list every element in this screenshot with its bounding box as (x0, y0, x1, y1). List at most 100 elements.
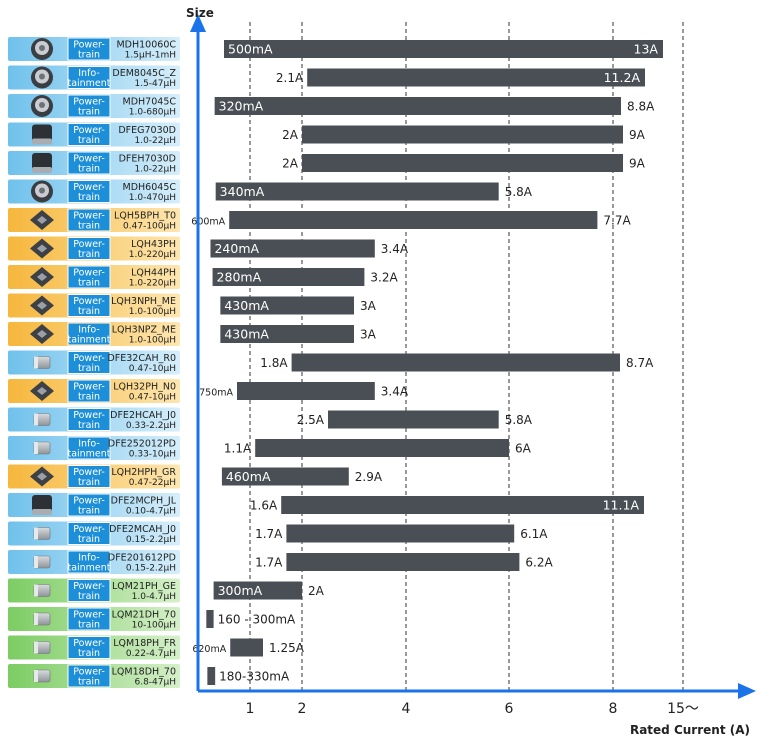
application-tag-line1: Info- (78, 325, 100, 336)
application-tag (67, 37, 111, 61)
application-tag-line1: Power- (73, 524, 105, 535)
chip-terminal (34, 584, 38, 597)
inductor-top (37, 301, 47, 310)
application-tag-line1: Power- (73, 467, 105, 478)
part-number: DFE2HCAH_J0 (110, 410, 176, 421)
max-current-label: 13A (634, 42, 659, 57)
part-number: LQM18PH_FR (113, 638, 176, 649)
max-current-label: 6.2A (525, 556, 553, 570)
chip-terminal (34, 356, 38, 369)
range-bar (213, 581, 302, 600)
chip-terminal (34, 556, 38, 568)
application-tag (67, 550, 111, 574)
part-number: DFEG7030D (118, 125, 176, 136)
chart-row: Power-train LQH5BPH_T00.47-100μH 600mA 7.7A (8, 208, 631, 232)
min-current-label: 340mA (220, 184, 265, 199)
application-tag-line1: Power- (73, 40, 105, 51)
x-axis-arrow (738, 683, 756, 699)
max-current-label: 5.8A (505, 185, 533, 199)
min-current-label: 1.6A (250, 499, 278, 513)
inductance-range: 0.47-10μH (129, 364, 176, 374)
inductance-range: 0.10-4.7μH (126, 507, 176, 517)
application-tag-line2: tainment (67, 335, 110, 346)
inductor-terminal (32, 167, 52, 173)
application-tag (67, 123, 111, 146)
part-number: LQH43PH (131, 239, 176, 250)
application-tag (67, 180, 111, 203)
part-number: DFE201612PD (108, 553, 176, 564)
application-tag-line1: Power- (73, 239, 105, 250)
x-tick-label: 8 (609, 701, 618, 717)
application-tag-line1: Power- (73, 638, 105, 649)
max-current-label: 8.8A (627, 100, 655, 114)
application-tag-line2: train (78, 392, 100, 403)
application-tag-line1: Power- (73, 382, 105, 393)
chip-terminal (34, 442, 38, 454)
x-tick-label: 2 (298, 701, 307, 717)
part-number: LQM21PH_GE (112, 581, 176, 592)
application-tag-line2: train (78, 620, 100, 631)
chart-row: Power-train LQH32PH_N00.47-10μH 750mA 3.4A (8, 379, 409, 403)
application-tag-line2: train (78, 249, 100, 260)
application-tag-line2: train (78, 164, 100, 175)
application-tag-line1: Power- (73, 97, 105, 108)
application-tag (67, 408, 111, 431)
application-tag-line1: Power- (73, 154, 105, 165)
inductance-range: 1.5μH-1mH (125, 51, 176, 61)
part-number: LQH5BPH_T0 (114, 211, 176, 222)
part-number: LQH3NPZ_ME (112, 325, 176, 336)
max-current-label: 11.2A (604, 70, 641, 85)
chart-row: Power-train DFE2HCAH_J00.33-2.2μH 2.5A 5.8A (8, 407, 533, 432)
application-tag-line1: Power- (73, 667, 105, 678)
chart-row: Power-train DFE2MCAH_J00.15-2.2μH 1.7A 6.1A (8, 521, 548, 546)
inductance-range: 0.47-10μH (129, 393, 176, 403)
range-bar (230, 638, 263, 657)
part-number: MDH10060C (116, 40, 176, 51)
application-tag-line2: train (78, 534, 100, 545)
application-tag (67, 351, 111, 374)
chart-row: Power-train DFE2MCPH_JL0.10-4.7μH 1.6A 11.1… (8, 493, 644, 517)
range-bar (220, 296, 354, 315)
inductor-center (39, 45, 45, 51)
max-current-label: 9A (629, 157, 646, 171)
application-tag (67, 66, 111, 89)
min-current-label: 2.1A (276, 71, 304, 85)
min-current-label: 750mA (199, 388, 233, 399)
application-tag-line1: Info- (78, 68, 100, 79)
application-tag-line1: Power- (73, 610, 105, 621)
max-current-label: 3A (360, 299, 377, 313)
inductor-top (37, 330, 47, 338)
inductor-center (39, 73, 45, 80)
min-current-label: 620mA (192, 644, 226, 655)
x-tick-label: 6 (505, 701, 514, 717)
inductance-range: 0.33-2.2μH (126, 421, 176, 431)
inductor-top (37, 216, 47, 224)
application-tag-line1: Power- (73, 581, 105, 592)
min-current-label: 2A (282, 157, 299, 171)
y-axis-arrow (190, 14, 206, 32)
inductor-center (39, 187, 45, 194)
application-tag-line2: train (78, 420, 100, 431)
inductance-range: 1.0-22μH (134, 165, 176, 175)
max-current-label: 1.25A (269, 641, 305, 655)
application-tag-line1: Power- (73, 211, 105, 222)
inductance-range: 1.0-100μH (129, 336, 176, 346)
application-tag-line1: Power- (73, 496, 105, 507)
application-tag-line2: tainment (67, 563, 110, 574)
application-tag-line2: train (78, 221, 100, 232)
inductance-range: 1.0-680μH (129, 108, 176, 118)
inductance-range: 1.0-4.7μH (132, 592, 176, 602)
part-number: LQM18DH_70 (112, 667, 176, 678)
application-tag-line1: Power- (73, 268, 105, 279)
part-number: DFE2MCPH_JL (111, 496, 177, 507)
application-tag-line1: Power- (73, 353, 105, 364)
range-bar (221, 467, 349, 486)
